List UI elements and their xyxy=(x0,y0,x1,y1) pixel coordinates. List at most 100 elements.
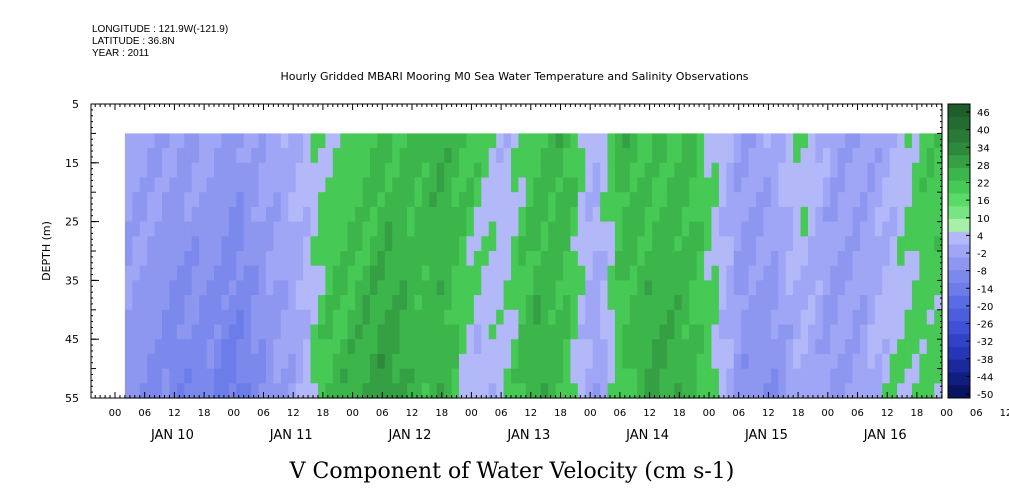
heatmap-cell xyxy=(681,339,690,355)
x-hour-label: 18 xyxy=(792,408,805,419)
heatmap-cell xyxy=(704,206,713,223)
heatmap-cell xyxy=(711,148,720,164)
heatmap-cell xyxy=(377,368,386,384)
heatmap-cell xyxy=(124,295,133,311)
heatmap-cell xyxy=(191,162,200,179)
heatmap-cell xyxy=(451,236,460,252)
heatmap-cell xyxy=(377,177,386,193)
heatmap-cell xyxy=(629,162,638,179)
heatmap-cell xyxy=(614,280,623,296)
heatmap-cell xyxy=(614,221,623,237)
heatmap-cell xyxy=(251,162,260,179)
heatmap-cell xyxy=(459,133,468,149)
heatmap-cell xyxy=(236,162,245,179)
heatmap-cell xyxy=(837,206,846,223)
heatmap-cell xyxy=(748,339,757,355)
heatmap-cell xyxy=(355,280,364,296)
heatmap-cell xyxy=(355,206,364,223)
heatmap-cell xyxy=(369,236,378,252)
heatmap-cell xyxy=(770,280,779,296)
heatmap-cell xyxy=(206,236,215,252)
heatmap-cell xyxy=(481,368,490,384)
heatmap-cell xyxy=(570,368,579,384)
heatmap-cell xyxy=(562,368,572,384)
heatmap-cell xyxy=(414,324,423,340)
heatmap-cell xyxy=(243,192,252,208)
chart-title: Hourly Gridded MBARI Mooring M0 Sea Wate… xyxy=(280,70,749,83)
heatmap-cell xyxy=(889,265,898,281)
heatmap-cell xyxy=(132,221,141,237)
heatmap-cell xyxy=(139,221,148,237)
heatmap-cell xyxy=(756,295,765,311)
heatmap-cell xyxy=(347,324,356,340)
heatmap-cell xyxy=(748,206,757,223)
heatmap-cell xyxy=(176,324,185,340)
heatmap-cell xyxy=(214,251,223,267)
heatmap-cell xyxy=(421,280,430,296)
heatmap-cell xyxy=(696,383,705,399)
heatmap-cell xyxy=(369,383,378,399)
heatmap-cell xyxy=(258,383,267,399)
heatmap-cell xyxy=(147,383,156,399)
heatmap-cell xyxy=(666,162,675,179)
heatmap-cell xyxy=(340,383,349,399)
latitude-label: LATITUDE : 36.8N xyxy=(92,36,175,47)
heatmap-cell xyxy=(444,251,453,267)
heatmap-cell xyxy=(644,383,653,399)
heatmap-cell xyxy=(124,206,133,223)
heatmap-cell xyxy=(369,251,378,267)
heatmap-cell xyxy=(756,324,765,340)
heatmap-cell xyxy=(733,353,742,370)
heatmap-cell xyxy=(295,221,304,237)
heatmap-cell xyxy=(451,265,460,281)
heatmap-cell xyxy=(288,339,297,355)
x-hour-label: 12 xyxy=(643,408,656,419)
heatmap-cell xyxy=(317,236,326,252)
heatmap-cell xyxy=(585,353,594,370)
heatmap-cell xyxy=(919,148,928,164)
heatmap-cell xyxy=(139,148,148,164)
heatmap-cell xyxy=(904,206,913,223)
heatmap-cell xyxy=(540,133,549,149)
heatmap-cell xyxy=(926,295,935,311)
heatmap-cell xyxy=(221,280,230,296)
heatmap-cell xyxy=(243,339,252,355)
heatmap-cell xyxy=(778,236,787,252)
heatmap-cell xyxy=(867,324,876,340)
heatmap-cell xyxy=(540,251,549,267)
heatmap-cell xyxy=(518,339,527,355)
heatmap-cell xyxy=(221,353,230,370)
heatmap-cell xyxy=(518,177,527,193)
colorbar-cell xyxy=(948,295,970,309)
heatmap-cell xyxy=(325,206,334,223)
heatmap-cell xyxy=(429,221,438,237)
heatmap-cell xyxy=(897,353,906,370)
heatmap-cell xyxy=(429,339,438,355)
heatmap-cell xyxy=(800,177,809,193)
heatmap-cell xyxy=(325,309,334,326)
heatmap-cell xyxy=(666,353,675,370)
heatmap-cell xyxy=(303,251,312,267)
heatmap-cell xyxy=(496,383,505,399)
heatmap-cell xyxy=(332,339,341,355)
heatmap-cell xyxy=(124,353,133,370)
heatmap-cell xyxy=(607,148,616,164)
heatmap-cell xyxy=(288,383,297,399)
heatmap-cell xyxy=(919,236,928,252)
heatmap-cell xyxy=(874,221,883,237)
heatmap-cell xyxy=(384,162,393,179)
x-hour-label: 12 xyxy=(287,408,300,419)
heatmap-cell xyxy=(570,177,579,193)
heatmap-cell xyxy=(822,295,831,311)
x-hour-label: 06 xyxy=(732,408,745,419)
heatmap-cell xyxy=(756,206,765,223)
heatmap-cell xyxy=(407,353,416,370)
heatmap-cell xyxy=(748,265,757,281)
heatmap-cell xyxy=(845,353,854,370)
heatmap-cell xyxy=(926,265,935,281)
heatmap-cell xyxy=(718,324,727,340)
heatmap-cell xyxy=(511,133,520,149)
heatmap-cell xyxy=(711,221,720,237)
heatmap-cell xyxy=(822,339,831,355)
